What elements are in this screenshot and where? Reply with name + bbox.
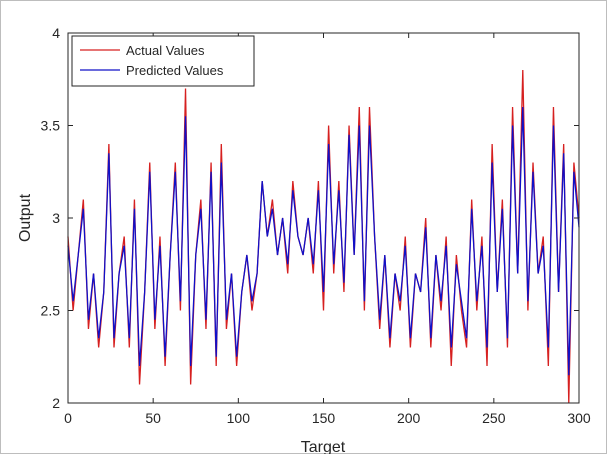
x-axis-label: Target (301, 439, 346, 454)
legend-label: Actual Values (126, 43, 205, 58)
x-tick-label: 300 (567, 410, 591, 426)
legend-box (71, 35, 255, 87)
y-tick-label: 2 (52, 395, 60, 411)
y-axis-label: Output (17, 193, 34, 242)
x-tick-label: 250 (482, 410, 506, 426)
y-tick-label: 3 (52, 210, 60, 226)
x-tick-label: 0 (64, 410, 72, 426)
data-line (67, 106, 580, 376)
y-tick-label: 2.5 (41, 303, 61, 319)
y-tick-label: 3.5 (41, 118, 61, 134)
legend-label: Predicted Values (126, 63, 224, 78)
x-tick-label: 200 (397, 410, 421, 426)
legend: Actual Values Predicted Values (71, 35, 255, 87)
x-tick-label: 150 (312, 410, 336, 426)
x-tick-label: 50 (145, 410, 161, 426)
x-tick-label: 100 (227, 410, 251, 426)
y-tick-label: 4 (52, 25, 60, 41)
